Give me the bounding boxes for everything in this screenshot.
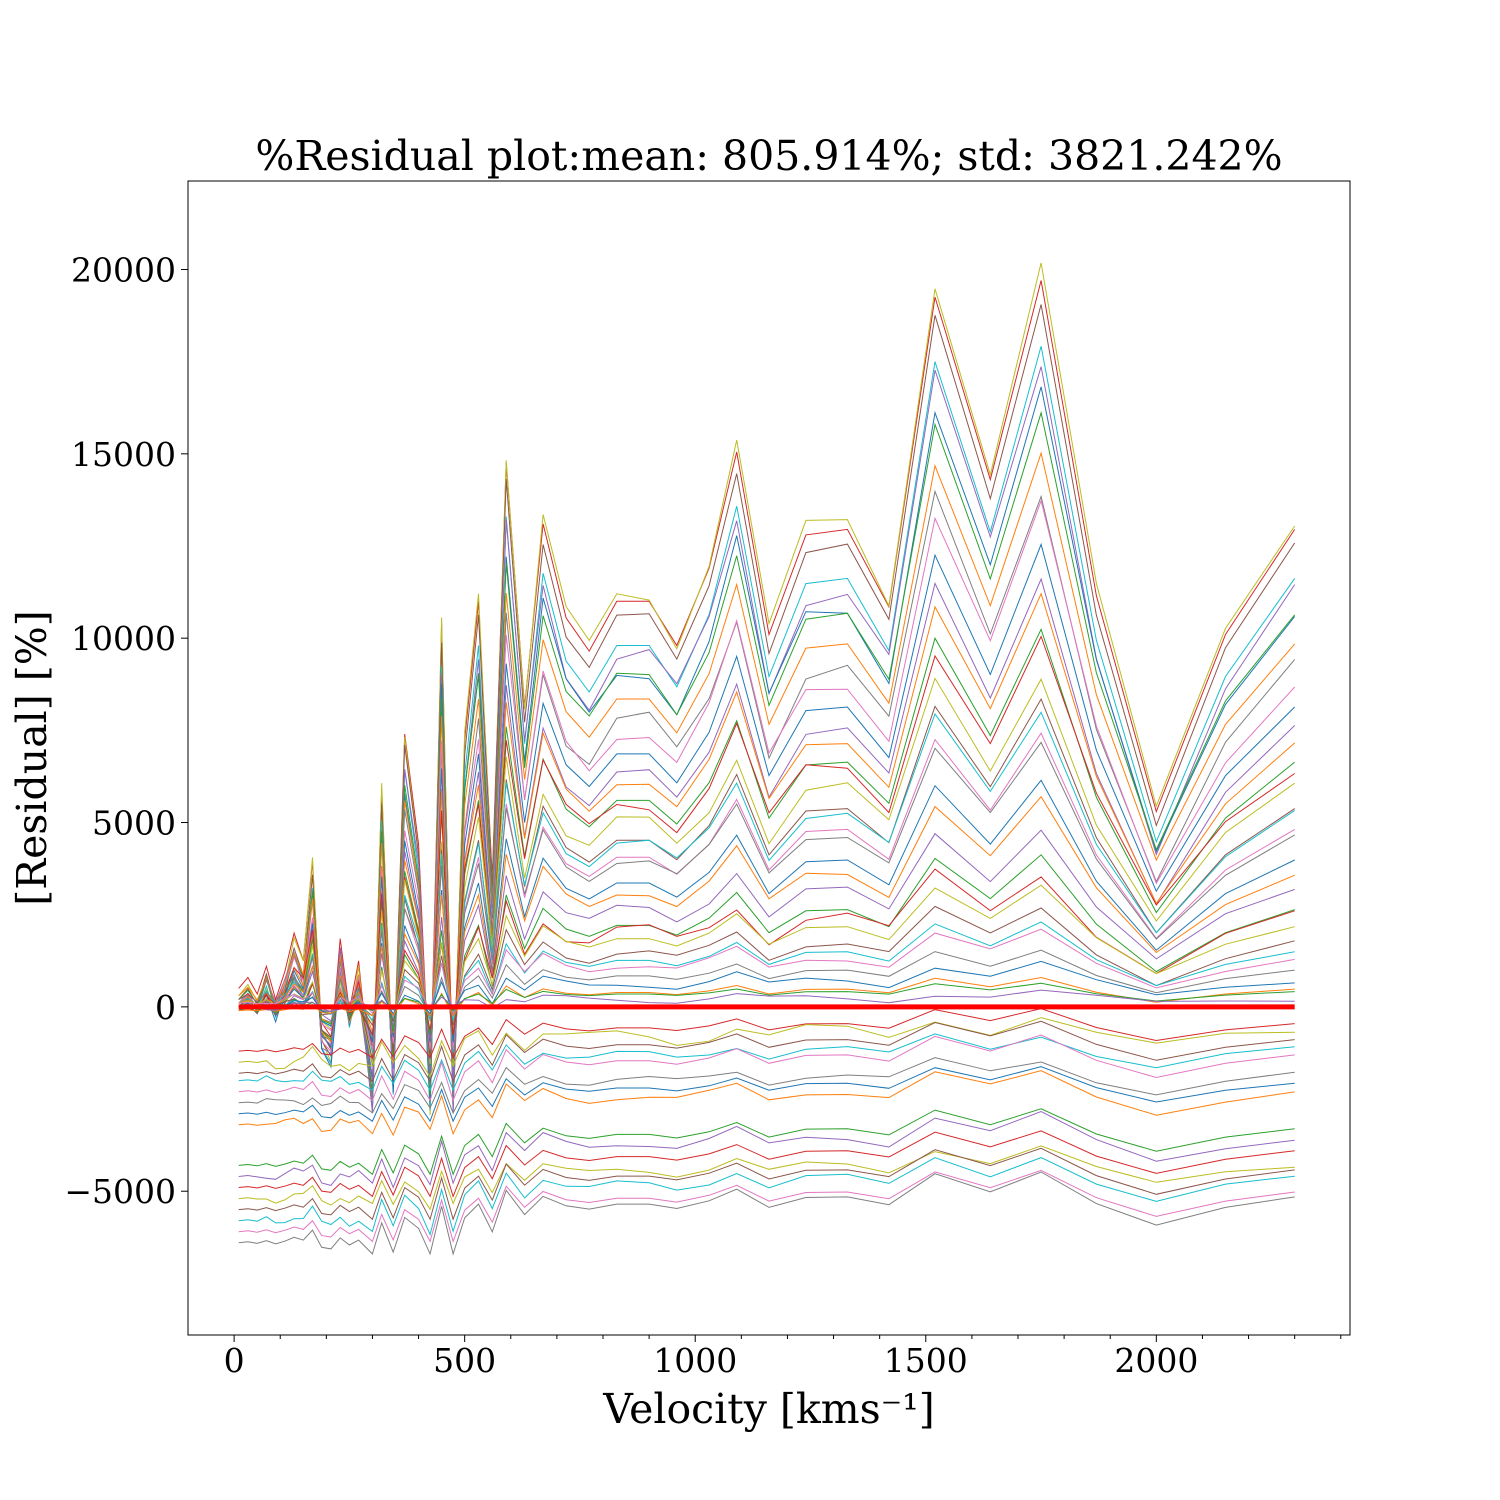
x-axis-ticks: 0 500 1000 1500 2000 (224, 1335, 1342, 1380)
residual-series-line (238, 1145, 1295, 1211)
residual-series-line (238, 960, 1295, 1015)
y-tick-label: 0 (155, 988, 176, 1027)
residual-series-line (238, 1169, 1295, 1244)
residual-series-line (238, 1017, 1295, 1078)
residual-series-line (238, 795, 1295, 1034)
residual-series-line (238, 366, 1296, 1112)
residual-series-line (238, 928, 1295, 1018)
y-tick-label: 5000 (92, 804, 176, 843)
residual-series-line (238, 1070, 1295, 1137)
residual-series-line (238, 1171, 1295, 1256)
y-tick-label: 10000 (71, 619, 176, 658)
residual-series-line (238, 779, 1295, 1043)
series-layer (238, 262, 1296, 1256)
residual-series-line (238, 1020, 1295, 1083)
y-tick-label: −5000 (64, 1172, 176, 1211)
plot-frame (187, 180, 1351, 1336)
y-axis-ticks: −5000 0 5000 10000 15000 20000 (64, 250, 188, 1211)
residual-series-line (238, 1108, 1295, 1176)
residual-series-line (238, 921, 1295, 1022)
chart-title: %Residual plot:mean: 805.914%; std: 3821… (255, 132, 1282, 180)
x-tick-label: 2000 (1114, 1341, 1198, 1380)
residual-series-line (238, 1157, 1295, 1237)
residual-series-line (238, 1110, 1295, 1189)
y-axis-label: [Residual] [%] (8, 610, 56, 905)
residual-series-line (238, 1130, 1295, 1198)
residual-series-line (238, 1147, 1295, 1221)
y-tick-label: 20000 (71, 250, 176, 289)
residual-series-line (238, 949, 1295, 1018)
residual-series-line (238, 451, 1296, 1081)
residual-series-line (238, 732, 1295, 1050)
x-tick-label: 1000 (653, 1341, 737, 1380)
y-tick-label: 15000 (71, 435, 176, 474)
residual-series-line (238, 989, 1295, 1013)
residual-series-line (238, 304, 1296, 1112)
residual-series-line (238, 884, 1295, 1023)
residual-series-line (238, 1008, 1295, 1059)
x-tick-label: 0 (224, 1341, 245, 1380)
residual-series-line (238, 1066, 1295, 1123)
residual-series-line (238, 741, 1295, 1041)
residual-series-line (238, 829, 1295, 1039)
residual-series-line (238, 1033, 1295, 1092)
x-tick-label: 500 (433, 1341, 496, 1380)
residual-series-line (238, 1034, 1295, 1103)
residual-series-line (238, 592, 1296, 1065)
residual-series-line (238, 854, 1295, 1037)
x-axis-label: Velocity [kms⁻¹] (602, 1385, 934, 1433)
residual-series-line (238, 262, 1296, 1116)
residual-series-line (238, 1057, 1295, 1115)
residual-series-line (238, 498, 1296, 1078)
residual-series-line (238, 635, 1295, 1058)
x-tick-label: 1500 (884, 1341, 968, 1380)
residual-series-line (238, 982, 1295, 1012)
